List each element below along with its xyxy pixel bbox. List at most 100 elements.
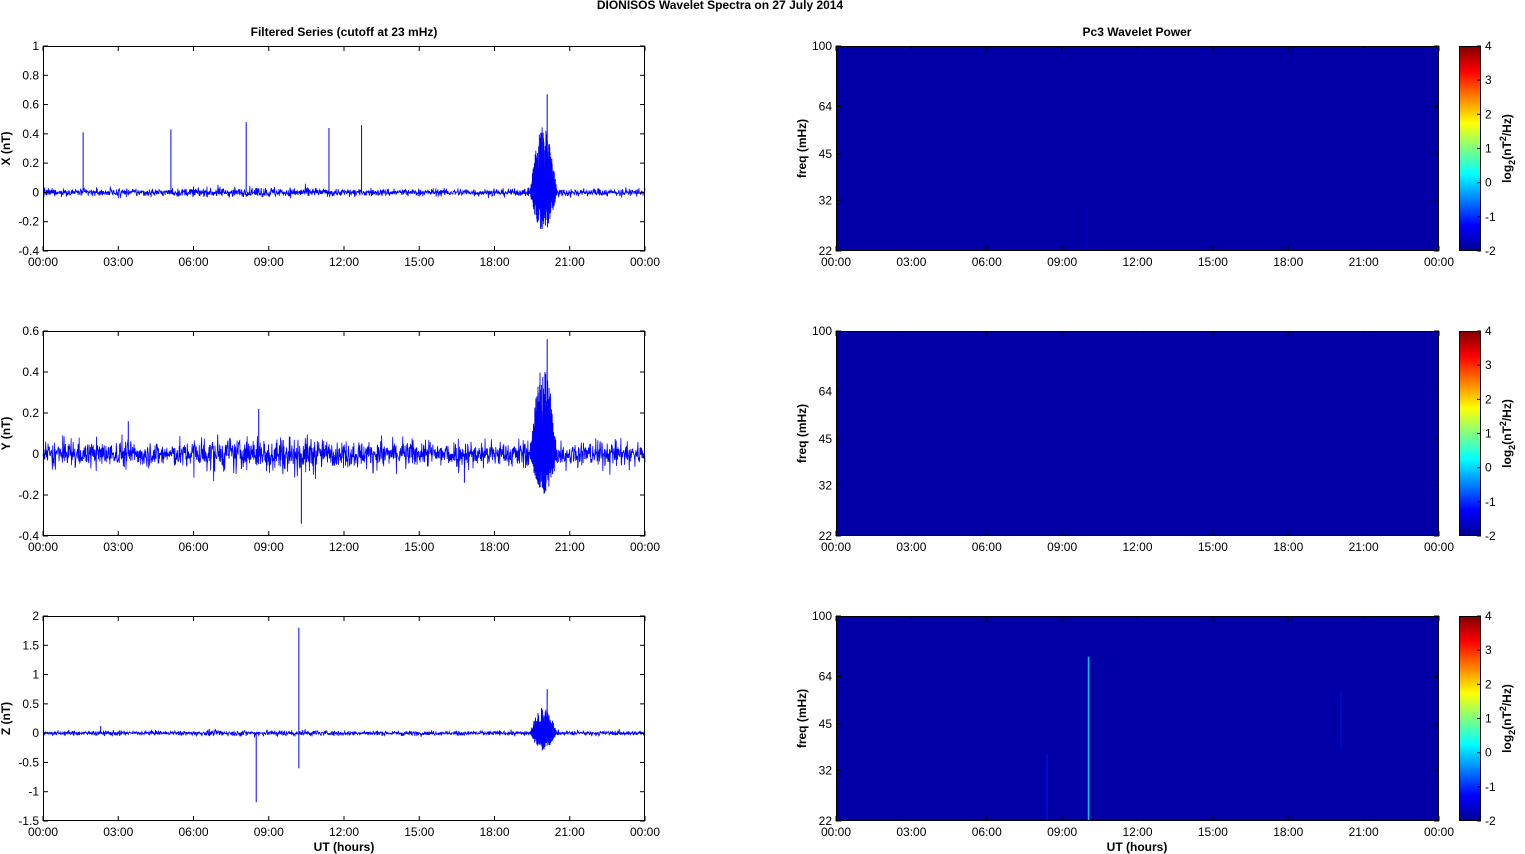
colorbar-tick-label: 4	[1485, 324, 1492, 338]
y-tick-label: 64	[819, 384, 833, 398]
y-tick-label: -0.2	[18, 215, 39, 229]
x-tick-label: 12:00	[329, 540, 359, 554]
x-tick-label: 18:00	[1273, 825, 1303, 839]
y-tick-label: 0.8	[22, 68, 39, 82]
x-tick-label: 12:00	[329, 825, 359, 839]
colorbar-tick-label: 1	[1485, 142, 1492, 156]
axes-frame	[43, 616, 645, 821]
x-tick-label: 09:00	[254, 255, 284, 269]
y-axis-label: X (nT)	[0, 132, 13, 166]
y-tick-label: 0.4	[22, 127, 39, 141]
colorbar	[1459, 331, 1481, 536]
x-tick-label: 00:00	[630, 540, 660, 554]
y-tick-label: 0.5	[22, 697, 39, 711]
spectrum-background	[836, 46, 1439, 251]
colorbar-tick-label: 2	[1485, 107, 1492, 121]
y-tick-label: 0	[32, 726, 39, 740]
x-tick-label: 09:00	[1047, 540, 1077, 554]
y-tick-label: 0.4	[22, 365, 39, 379]
x-tick-label: 03:00	[103, 540, 133, 554]
colorbar-tick-label: 0	[1485, 461, 1492, 475]
x-tick-label: 15:00	[1198, 255, 1228, 269]
colorbar-tick-label: -1	[1485, 495, 1496, 509]
x-tick-label: 03:00	[103, 255, 133, 269]
colorbar-tick-label: -1	[1485, 210, 1496, 224]
y-tick-label: 22	[819, 244, 833, 258]
y-axis-label: freq (mHz)	[795, 689, 809, 748]
colorbar-tick-label: 4	[1485, 39, 1492, 53]
x-tick-label: 00:00	[630, 255, 660, 269]
x-tick-label: 15:00	[1198, 540, 1228, 554]
y-tick-label: -0.4	[18, 244, 39, 258]
x-tick-label: 18:00	[479, 255, 509, 269]
y-axis-label: freq (mHz)	[795, 404, 809, 463]
y-tick-label: 45	[819, 717, 833, 731]
y-tick-label: 22	[819, 814, 833, 828]
y-tick-label: 100	[812, 324, 832, 338]
x-tick-label: 21:00	[555, 825, 585, 839]
x-tick-label: 03:00	[896, 540, 926, 554]
x-tick-label: 18:00	[1273, 255, 1303, 269]
x-tick-label: 15:00	[404, 540, 434, 554]
y-tick-label: 0	[32, 185, 39, 199]
y-tick-label: 1.5	[22, 638, 39, 652]
x-tick-label: 00:00	[1424, 255, 1454, 269]
y-tick-label: 1	[32, 39, 39, 53]
y-tick-label: 100	[812, 39, 832, 53]
burst-trace	[529, 707, 558, 751]
colorbar	[1459, 616, 1481, 821]
x-tick-label: 09:00	[1047, 825, 1077, 839]
x-tick-label: 21:00	[1349, 540, 1379, 554]
y-tick-label: 22	[819, 529, 833, 543]
x-tick-label: 00:00	[1424, 825, 1454, 839]
y-tick-label: 0.6	[22, 98, 39, 112]
colorbar-tick-label: 2	[1485, 677, 1492, 691]
colorbar-tick-label: 1	[1485, 712, 1492, 726]
chart-panels: 00:00 03:00 06:00 09:00 12:00 15:00 18:00 21:00…	[0, 39, 1517, 839]
axes-frame	[43, 46, 645, 251]
x-tick-label: 15:00	[404, 825, 434, 839]
y-tick-label: -0.5	[18, 755, 39, 769]
y-tick-label: 32	[819, 763, 833, 777]
x-tick-label: 12:00	[329, 255, 359, 269]
x-tick-label: 21:00	[1349, 255, 1379, 269]
burst-trace	[529, 127, 558, 229]
x-tick-label: 06:00	[178, 255, 208, 269]
y-tick-label: 100	[812, 609, 832, 623]
panel-4: 00:00 03:00 06:00 09:00 12:00 15:00 18:00 21:00…	[795, 39, 1517, 269]
y-axis-label: freq (mHz)	[795, 119, 809, 178]
x-tick-label: 09:00	[254, 825, 284, 839]
x-tick-label: 00:00	[821, 255, 851, 269]
colorbar-tick-label: -2	[1485, 529, 1496, 543]
colorbar-tick-label: 0	[1485, 746, 1492, 760]
x-tick-label: 18:00	[479, 540, 509, 554]
colorbar-tick-label: 3	[1485, 643, 1492, 657]
y-tick-label: -1	[28, 785, 39, 799]
colorbar-tick-label: 0	[1485, 176, 1492, 190]
colorbar-tick-label: -2	[1485, 814, 1496, 828]
colorbar-tick-label: 1	[1485, 427, 1492, 441]
y-tick-label: 32	[819, 478, 833, 492]
y-tick-label: 32	[819, 193, 833, 207]
x-tick-label: 15:00	[1198, 825, 1228, 839]
x-tick-label: 18:00	[1273, 540, 1303, 554]
x-tick-label: 12:00	[1122, 825, 1152, 839]
x-tick-label: 00:00	[630, 825, 660, 839]
y-axis-label: Z (nT)	[0, 702, 13, 735]
colorbar-label: log2(nT2/Hz)	[1498, 684, 1517, 753]
x-tick-label: 00:00	[28, 540, 58, 554]
y-axis-label: Y (nT)	[0, 417, 13, 451]
y-tick-label: 64	[819, 669, 833, 683]
x-axis-label-right: UT (hours)	[1107, 840, 1168, 854]
x-tick-label: 06:00	[972, 540, 1002, 554]
x-tick-label: 03:00	[896, 255, 926, 269]
y-tick-label: 45	[819, 432, 833, 446]
colorbar-tick-label: -1	[1485, 780, 1496, 794]
right-column-title: Pc3 Wavelet Power	[1083, 25, 1192, 39]
x-tick-label: 21:00	[555, 255, 585, 269]
panel-3: 00:00 03:00 06:00 09:00 12:00 15:00 18:00 21:00…	[0, 609, 660, 839]
figure-title: DIONISOS Wavelet Spectra on 27 July 2014	[597, 0, 844, 12]
panel-6: 00:00 03:00 06:00 09:00 12:00 15:00 18:00 21:00…	[795, 609, 1517, 839]
x-tick-label: 00:00	[28, 825, 58, 839]
y-tick-label: 2	[32, 609, 39, 623]
